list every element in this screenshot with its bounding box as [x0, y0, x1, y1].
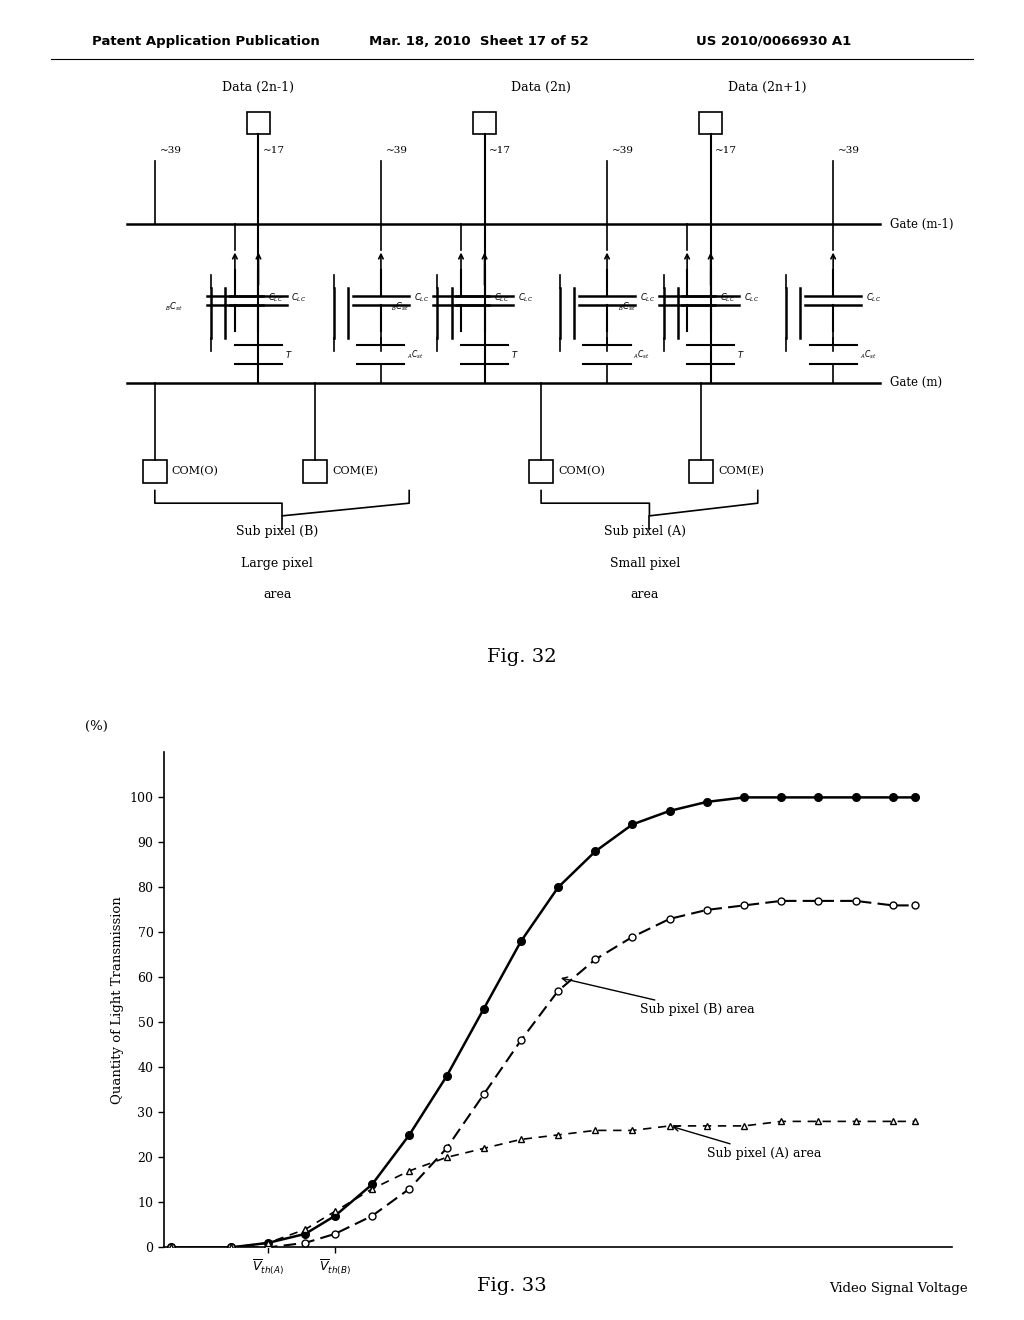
- Text: $C_{LC}$: $C_{LC}$: [720, 290, 735, 304]
- Text: $C_{LC}$: $C_{LC}$: [268, 290, 283, 304]
- Text: Fig. 33: Fig. 33: [477, 1276, 547, 1295]
- Bar: [473, 112, 497, 135]
- Text: Gate (m-1): Gate (m-1): [890, 218, 953, 231]
- Text: ~39: ~39: [838, 145, 860, 154]
- Text: Gate (m): Gate (m): [890, 376, 942, 389]
- Text: Data (2n+1): Data (2n+1): [728, 82, 807, 94]
- Text: $C_{LC}$: $C_{LC}$: [640, 290, 655, 304]
- Text: $T$: $T$: [285, 348, 293, 360]
- Text: $T$: $T$: [511, 348, 518, 360]
- Bar: [303, 461, 327, 483]
- Text: Sub pixel (B) area: Sub pixel (B) area: [562, 977, 755, 1016]
- Text: $_AC_{st}$: $_AC_{st}$: [408, 348, 424, 360]
- Text: Fig. 32: Fig. 32: [487, 648, 557, 665]
- Text: US 2010/0066930 A1: US 2010/0066930 A1: [696, 34, 852, 48]
- Text: Sub pixel (B): Sub pixel (B): [237, 525, 318, 537]
- Text: $_AC_{st}$: $_AC_{st}$: [859, 348, 877, 360]
- Text: $C_{LC}$: $C_{LC}$: [866, 290, 882, 304]
- Text: Data (2n-1): Data (2n-1): [222, 82, 295, 94]
- Text: Large pixel: Large pixel: [242, 557, 313, 569]
- Text: $_BC_{st}$: $_BC_{st}$: [617, 301, 635, 313]
- Text: ~17: ~17: [716, 145, 737, 154]
- Text: ~17: ~17: [489, 145, 511, 154]
- Text: COM(E): COM(E): [332, 466, 378, 477]
- Text: area: area: [631, 589, 658, 601]
- Text: $_AC_{st}$: $_AC_{st}$: [634, 348, 650, 360]
- Text: COM(O): COM(O): [172, 466, 219, 477]
- Text: Patent Application Publication: Patent Application Publication: [92, 34, 319, 48]
- Text: $_BC_{st}$: $_BC_{st}$: [391, 301, 410, 313]
- Text: COM(E): COM(E): [718, 466, 764, 477]
- Text: Sub pixel (A): Sub pixel (A): [604, 525, 686, 537]
- Text: Mar. 18, 2010  Sheet 17 of 52: Mar. 18, 2010 Sheet 17 of 52: [369, 34, 588, 48]
- Text: Sub pixel (A) area: Sub pixel (A) area: [674, 1126, 821, 1160]
- Text: Small pixel: Small pixel: [609, 557, 680, 569]
- Text: ~39: ~39: [611, 145, 634, 154]
- Text: ~39: ~39: [160, 145, 181, 154]
- Text: $C_{LC}$: $C_{LC}$: [743, 290, 759, 304]
- Text: ~39: ~39: [386, 145, 408, 154]
- Text: $_BC_{st}$: $_BC_{st}$: [165, 301, 183, 313]
- Bar: [529, 461, 553, 483]
- Text: $C_{LC}$: $C_{LC}$: [292, 290, 306, 304]
- Text: $T$: $T$: [737, 348, 744, 360]
- Bar: [698, 112, 723, 135]
- Y-axis label: Quantity of Light Transmission: Quantity of Light Transmission: [111, 896, 124, 1104]
- Bar: [143, 461, 167, 483]
- Bar: [689, 461, 713, 483]
- Text: $C_{LC}$: $C_{LC}$: [494, 290, 509, 304]
- Text: COM(O): COM(O): [558, 466, 605, 477]
- Text: (%): (%): [85, 719, 108, 733]
- Bar: [247, 112, 270, 135]
- Text: Video Signal Voltage: Video Signal Voltage: [829, 1282, 968, 1295]
- Text: $C_{LC}$: $C_{LC}$: [517, 290, 532, 304]
- Text: $C_{LC}$: $C_{LC}$: [414, 290, 429, 304]
- Text: ~17: ~17: [263, 145, 285, 154]
- Text: area: area: [263, 589, 292, 601]
- Text: Data (2n): Data (2n): [511, 82, 571, 94]
